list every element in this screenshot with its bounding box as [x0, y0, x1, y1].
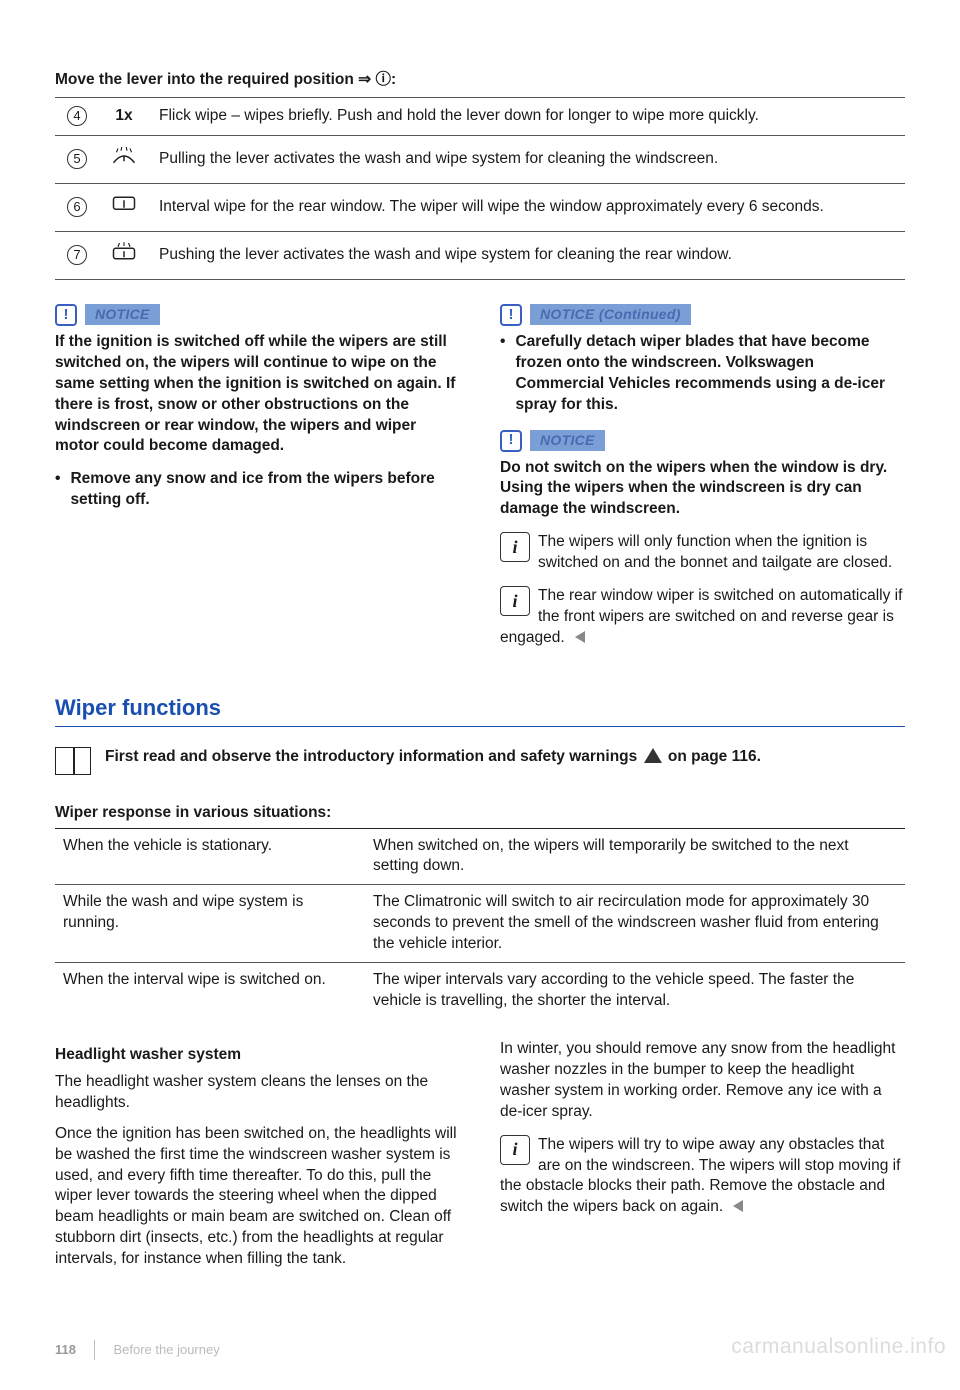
paragraph-text: The headlight washer system cleans the l… [55, 1072, 460, 1114]
paragraph-text: In winter, you should remove any snow fr… [500, 1039, 905, 1123]
row-description: Interval wipe for the rear window. The w… [149, 183, 905, 231]
footer-section-name: Before the journey [113, 1341, 219, 1359]
info-text: The wipers will only function when the i… [538, 533, 892, 571]
table-row: 5 Pulling the lever activates the wash a… [55, 136, 905, 184]
bullet-text: Remove any snow and ice from the wipers … [70, 469, 460, 511]
response-cell: The Climatronic will switch to air recir… [365, 885, 905, 963]
response-cell: When switched on, the wipers will tempor… [365, 829, 905, 885]
info-icon: i [500, 532, 530, 562]
lower-right-column: In winter, you should remove any snow fr… [500, 1039, 905, 1270]
table-row: 4 1x Flick wipe – wipes briefly. Push an… [55, 97, 905, 135]
table-row: While the wash and wipe system is runnin… [55, 885, 905, 963]
intro-safety-text: First read and observe the introductory … [105, 747, 761, 768]
notice-paragraph: Do not switch on the wipers when the win… [500, 458, 905, 521]
table-row: When the interval wipe is switched on. T… [55, 963, 905, 1019]
left-column: ! NOTICE If the ignition is switched off… [55, 304, 460, 661]
section-end-marker [733, 1200, 743, 1212]
intro-text-post: on page 116. [664, 748, 761, 765]
situation-cell: While the wash and wipe system is runnin… [55, 885, 365, 963]
info-icon: i [500, 1135, 530, 1165]
response-cell: The wiper intervals vary according to th… [365, 963, 905, 1019]
section-end-marker [575, 631, 585, 643]
row-description: Pulling the lever activates the wash and… [149, 136, 905, 184]
headlight-washer-heading: Headlight washer system [55, 1045, 460, 1066]
lower-left-column: Headlight washer system The headlight wa… [55, 1039, 460, 1270]
info-icon: i [500, 586, 530, 616]
notice-label: NOTICE [85, 304, 160, 325]
notice-exclaim-icon: ! [55, 304, 77, 326]
situation-cell: When the vehicle is stationary. [55, 829, 365, 885]
footer-separator [94, 1340, 96, 1360]
warning-triangle-icon [644, 748, 662, 763]
table-row: 6 Interval wipe for the rear window. The… [55, 183, 905, 231]
page-number: 118 [55, 1341, 76, 1359]
table-row: When the vehicle is stationary. When swi… [55, 829, 905, 885]
notice-paragraph: If the ignition is switched off while th… [55, 332, 460, 458]
flick-wipe-symbol: 1x [99, 97, 149, 135]
info-text: The rear window wiper is switched on aut… [500, 587, 902, 646]
paragraph-text: Once the ignition has been switched on, … [55, 1124, 460, 1270]
info-text: The wipers will try to wipe away any obs… [500, 1136, 900, 1216]
rear-interval-wipe-icon [99, 183, 149, 231]
notice-exclaim-icon: ! [500, 304, 522, 326]
right-column: ! NOTICE (Continued) • Carefully detach … [500, 304, 905, 661]
wash-wipe-icon [99, 136, 149, 184]
notice-continued-label: NOTICE (Continued) [530, 304, 691, 325]
book-icon [55, 747, 91, 775]
wiper-response-heading: Wiper response in various situations: [55, 803, 905, 829]
lever-position-table: 4 1x Flick wipe – wipes briefly. Push an… [55, 97, 905, 280]
intro-text-pre: First read and observe the introductory … [105, 748, 642, 765]
bullet-dot: • [55, 469, 60, 511]
watermark-text: carmanualsonline.info [731, 1333, 946, 1361]
wiper-response-table: When the vehicle is stationary. When swi… [55, 829, 905, 1019]
section-title-wiper-functions: Wiper functions [55, 693, 905, 727]
row-description: Pushing the lever activates the wash and… [149, 231, 905, 279]
bullet-text: Carefully detach wiper blades that have … [515, 332, 905, 416]
situation-cell: When the interval wipe is switched on. [55, 963, 365, 1019]
circle-number-6: 6 [67, 197, 87, 217]
row-description: Flick wipe – wipes briefly. Push and hol… [149, 97, 905, 135]
circle-number-4: 4 [67, 106, 87, 126]
circle-number-7: 7 [67, 245, 87, 265]
table-row: 7 Pushing the lever activates the wash a… [55, 231, 905, 279]
circle-number-5: 5 [67, 149, 87, 169]
notice-exclaim-icon: ! [500, 430, 522, 452]
lever-heading: Move the lever into the required positio… [55, 70, 905, 91]
rear-wash-wipe-icon [99, 231, 149, 279]
bullet-dot: • [500, 332, 505, 416]
notice-label: NOTICE [530, 430, 605, 451]
